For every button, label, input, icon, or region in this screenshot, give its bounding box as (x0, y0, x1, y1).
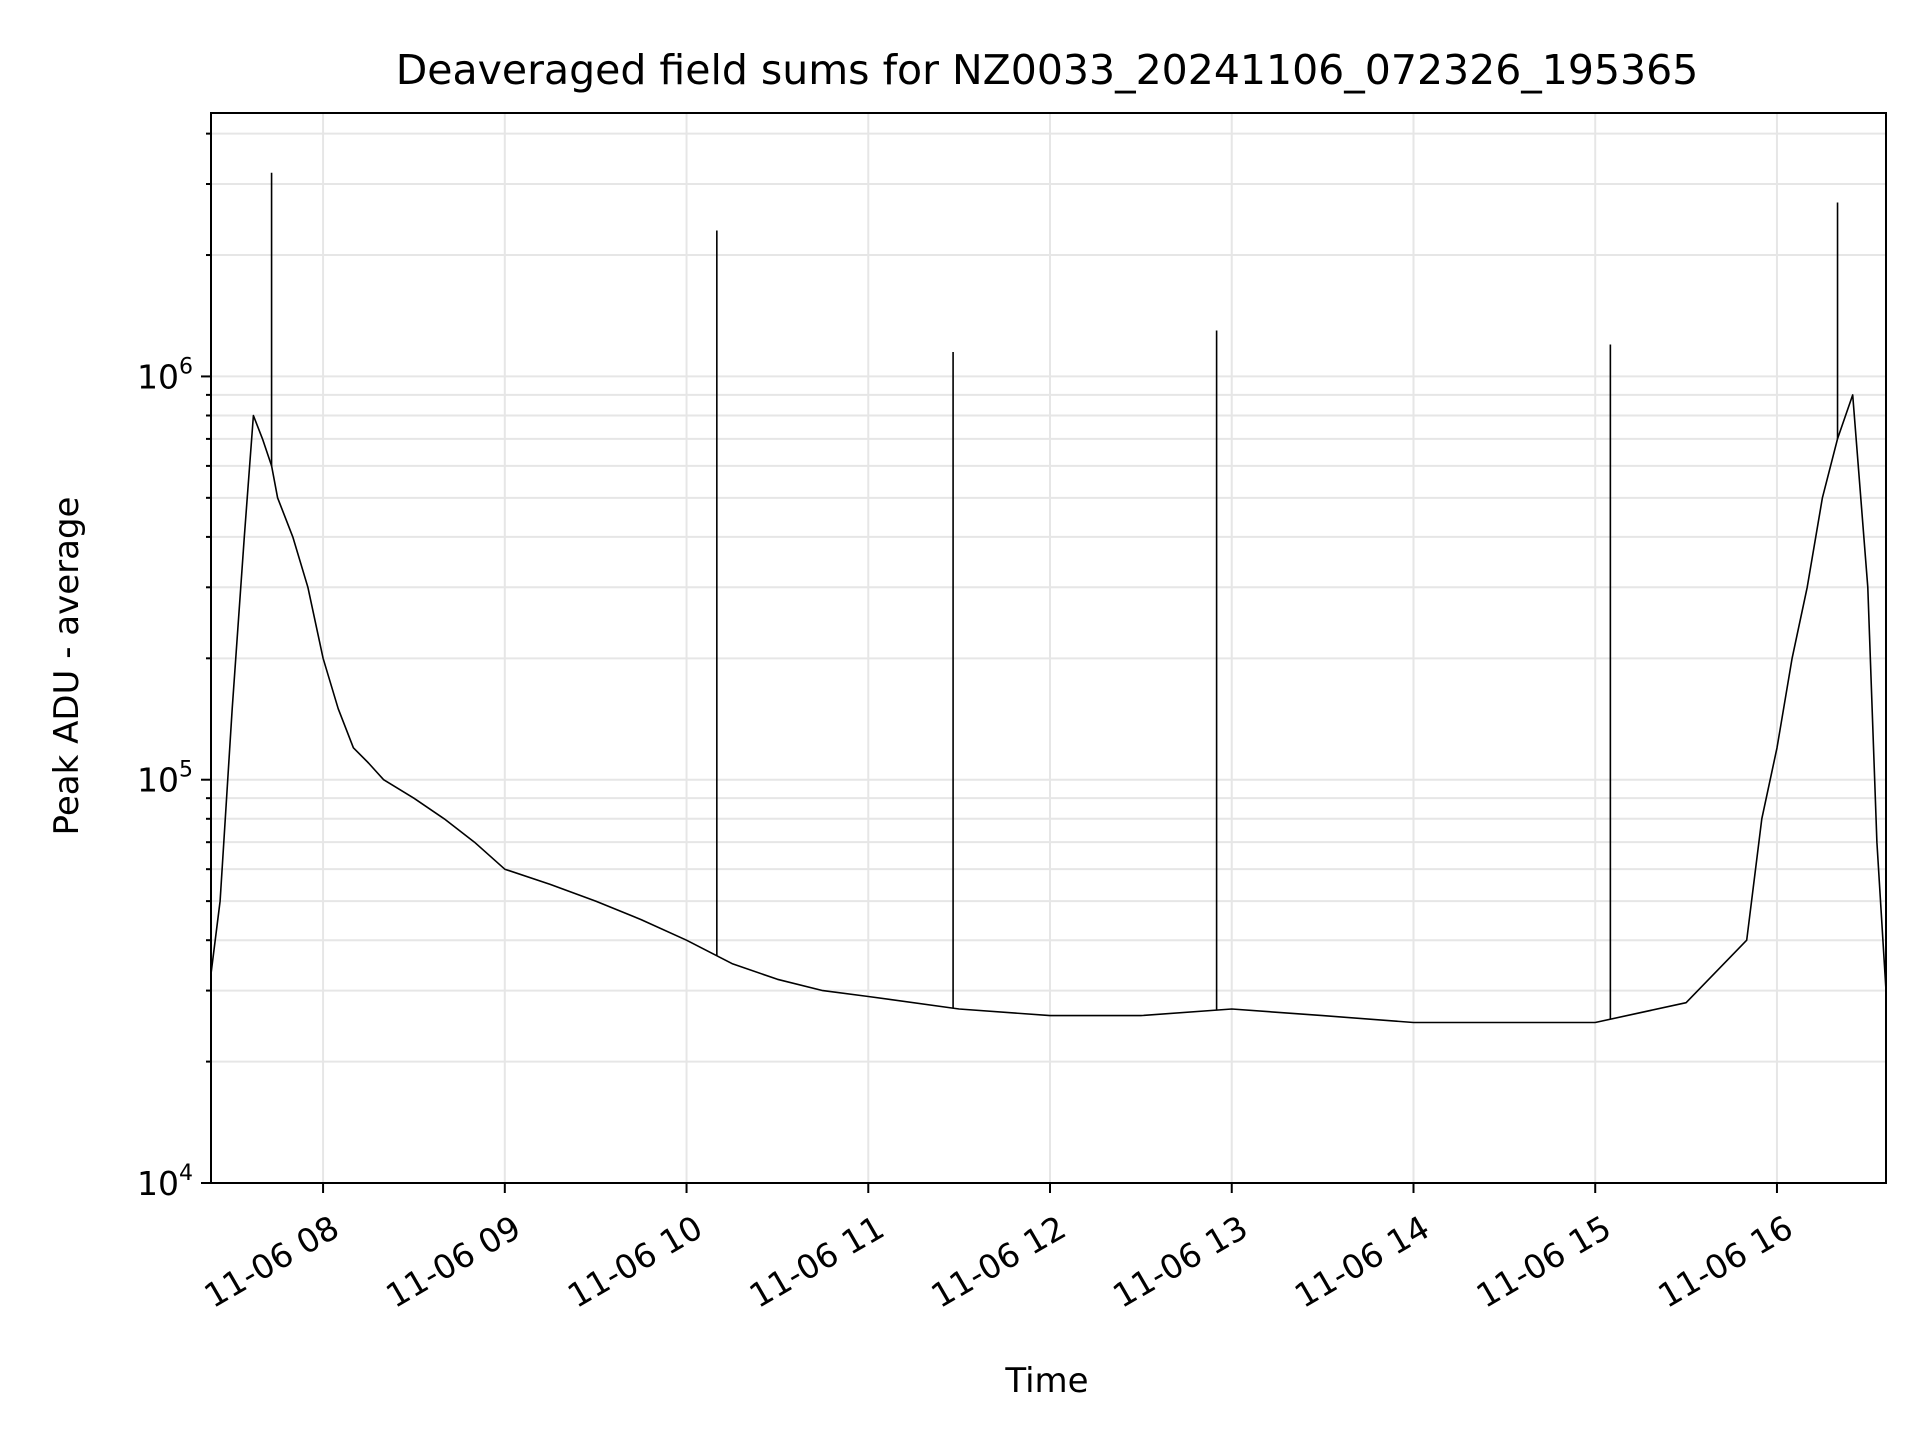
y-tick-exponent: 5 (179, 758, 193, 783)
series-line (210, 394, 1887, 1024)
y-tick-base: 10 (137, 1164, 179, 1203)
x-tick-label: 11-06 14 (1288, 1208, 1436, 1316)
axes-frame (210, 112, 1887, 1184)
x-tick-label: 11-06 08 (197, 1208, 345, 1316)
y-tick-exponent: 6 (179, 354, 193, 379)
x-tick-label: 11-06 16 (1651, 1208, 1799, 1316)
x-axis: 11-06 08 11-06 09 11-06 10 11-06 11 11-06 12… (197, 1183, 1799, 1316)
y-tick-label: 105 (137, 758, 193, 800)
x-tick-label: 11-06 13 (1106, 1208, 1254, 1316)
y-tick-base: 10 (137, 357, 179, 396)
x-axis-label: Time (1004, 1361, 1088, 1401)
plot-area (210, 172, 1887, 1024)
x-tick-label: 11-06 15 (1470, 1208, 1618, 1316)
x-tick-label: 11-06 10 (561, 1208, 709, 1316)
y-axis-label: Peak ADU - average (47, 497, 87, 836)
y-tick-label: 104 (137, 1161, 193, 1203)
y-tick-label: 106 (137, 354, 193, 396)
x-tick-label: 11-06 09 (379, 1208, 527, 1316)
y-tick-exponent: 4 (179, 1161, 193, 1186)
x-tick-label: 11-06 12 (924, 1208, 1072, 1316)
grid (211, 113, 1886, 1184)
x-tick-label: 11-06 11 (743, 1208, 891, 1316)
y-tick-base: 10 (137, 761, 179, 800)
chart-title: Deaveraged field sums for NZ0033_2024110… (396, 46, 1699, 94)
